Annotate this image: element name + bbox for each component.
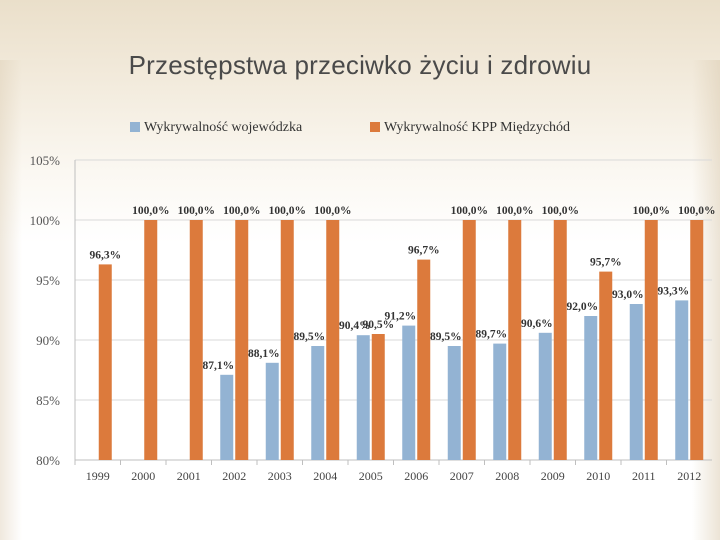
bar-kpp <box>690 220 704 460</box>
data-label: 100,0% <box>132 205 169 217</box>
x-tick-label: 2006 <box>404 469 428 483</box>
y-tick-label: 95% <box>36 273 60 288</box>
y-tick-label: 105% <box>30 153 61 168</box>
data-label: 92,0% <box>566 301 598 313</box>
data-label: 90,5% <box>362 319 394 331</box>
slide-decoration-left <box>0 60 22 540</box>
x-tick-label: 2011 <box>632 469 656 483</box>
legend-swatch <box>370 122 380 132</box>
data-label: 96,3% <box>89 249 121 261</box>
bar-kpp <box>508 220 522 460</box>
bar-kpp <box>553 220 567 460</box>
bar-kpp <box>144 220 158 460</box>
x-tick-label: 2000 <box>131 469 155 483</box>
y-tick-label: 100% <box>30 213 61 228</box>
bar-kpp <box>280 220 294 460</box>
x-tick-label: 2008 <box>495 469 519 483</box>
x-tick-label: 2004 <box>313 469 337 483</box>
data-label: 89,5% <box>293 331 325 343</box>
bar-kpp <box>371 334 385 460</box>
legend-swatch <box>130 122 140 132</box>
data-label: 100,0% <box>269 205 306 217</box>
x-tick-label: 1999 <box>86 469 110 483</box>
data-label: 87,1% <box>202 360 234 372</box>
data-label: 91,2% <box>384 311 416 323</box>
bar-kpp <box>98 264 112 460</box>
data-label: 90,4% <box>339 320 371 332</box>
data-label: 89,5% <box>430 331 462 343</box>
data-label: 93,3% <box>657 285 689 297</box>
bar-wojewodzka <box>584 316 598 460</box>
data-label: 100,0% <box>678 205 715 217</box>
y-tick-label: 90% <box>36 333 60 348</box>
x-tick-label: 2007 <box>450 469 474 483</box>
data-label: 100,0% <box>178 205 215 217</box>
bar-kpp <box>326 220 340 460</box>
legend-label: Wykrywalność KPP Międzychód <box>384 120 570 135</box>
data-label: 88,1% <box>248 348 280 360</box>
bar-kpp <box>235 220 249 460</box>
slide-title: Przestępstwa przeciwko życiu i zdrowiu <box>128 50 592 80</box>
bar-kpp <box>644 220 658 460</box>
data-label: 89,7% <box>475 329 507 341</box>
bar-wojewodzka <box>311 346 325 460</box>
y-tick-label: 80% <box>36 453 60 468</box>
bar-kpp <box>189 220 203 460</box>
x-tick-label: 2001 <box>177 469 201 483</box>
data-label: 100,0% <box>633 205 670 217</box>
data-label: 90,6% <box>521 318 553 330</box>
bar-wojewodzka <box>493 343 507 460</box>
data-label: 100,0% <box>451 205 488 217</box>
bar-kpp <box>462 220 476 460</box>
bar-wojewodzka <box>538 332 552 460</box>
bar-wojewodzka <box>402 325 416 460</box>
x-tick-label: 2010 <box>586 469 610 483</box>
data-label: 96,7% <box>408 245 440 257</box>
data-label: 100,0% <box>542 205 579 217</box>
x-tick-label: 2002 <box>222 469 246 483</box>
x-tick-label: 2012 <box>677 469 701 483</box>
x-tick-label: 2003 <box>268 469 292 483</box>
bar-wojewodzka <box>447 346 461 460</box>
y-tick-label: 85% <box>36 393 60 408</box>
data-label: 100,0% <box>496 205 533 217</box>
bar-kpp <box>417 259 431 460</box>
data-label: 100,0% <box>314 205 351 217</box>
data-label: 93,0% <box>612 289 644 301</box>
bar-wojewodzka <box>356 335 370 460</box>
bar-wojewodzka <box>629 304 643 460</box>
bar-wojewodzka <box>265 362 279 460</box>
x-tick-label: 2009 <box>541 469 565 483</box>
data-label: 95,7% <box>590 257 622 269</box>
bar-kpp <box>599 271 613 460</box>
legend-label: Wykrywalność wojewódzka <box>144 120 303 135</box>
x-tick-label: 2005 <box>359 469 383 483</box>
bar-wojewodzka <box>675 300 689 460</box>
data-label: 100,0% <box>223 205 260 217</box>
bar-wojewodzka <box>220 374 234 460</box>
